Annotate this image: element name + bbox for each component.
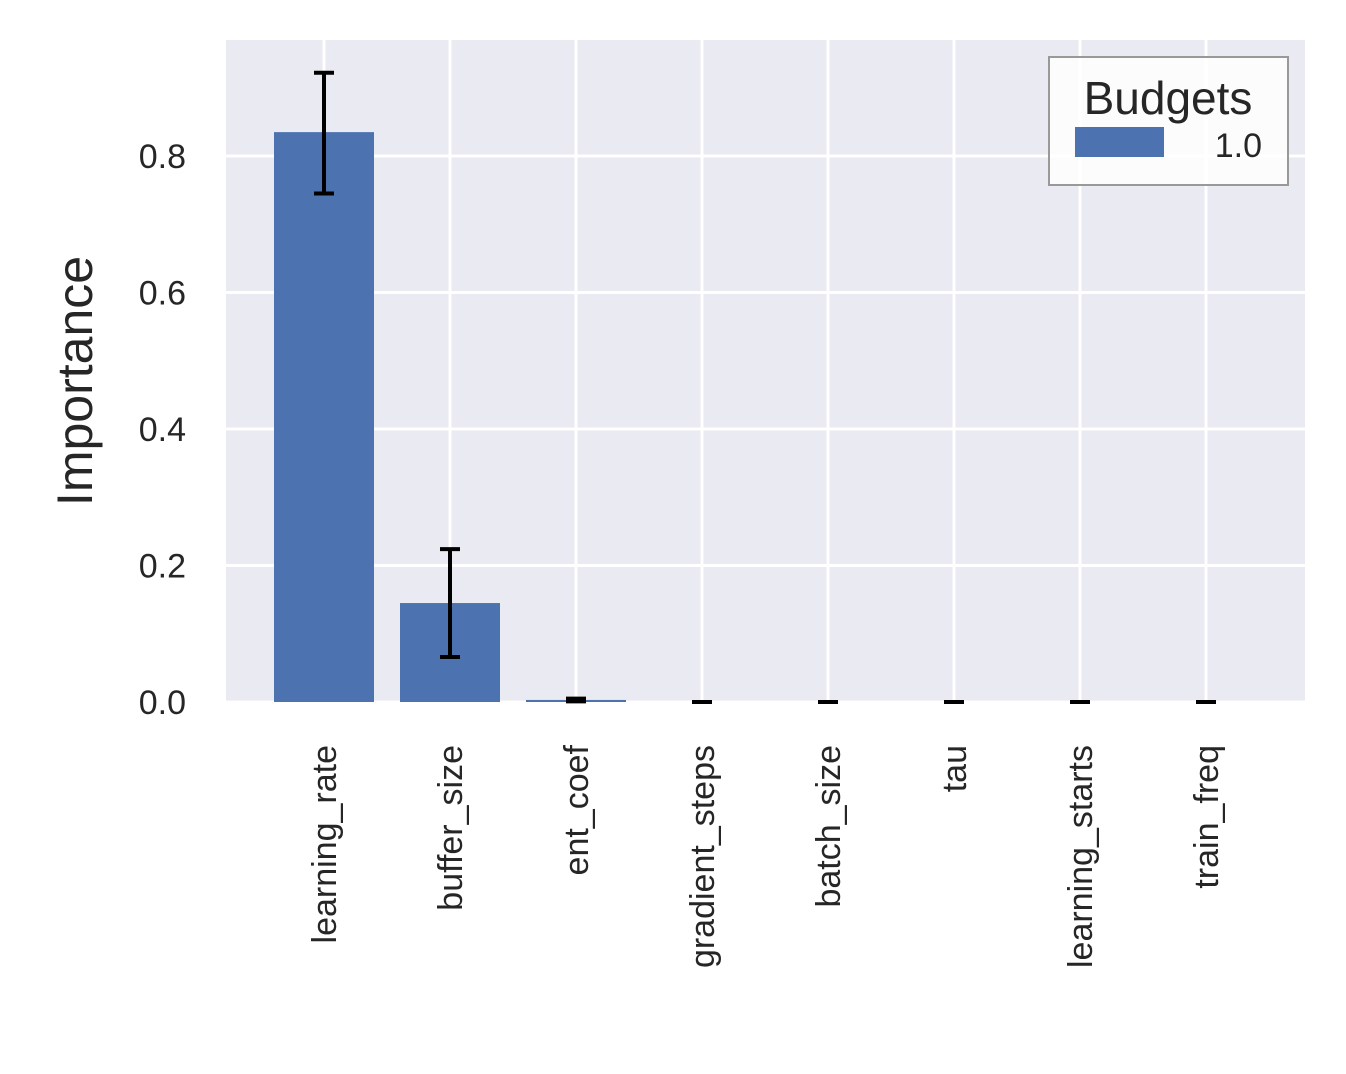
y-tick-label: 0.0 [139, 684, 186, 722]
legend-frame [1048, 56, 1289, 186]
error-bar-ent-coef [566, 696, 586, 704]
y-tick-label: 0.2 [139, 548, 186, 586]
x-tick-label: gradient_steps [684, 745, 722, 968]
y-tick-labels: 0.0 0.2 0.4 0.6 0.8 [139, 138, 186, 722]
legend-swatch [1075, 127, 1164, 157]
error-bars [314, 70, 1216, 704]
y-tick-label: 0.6 [139, 275, 186, 313]
grid-lines [226, 40, 1305, 704]
legend[interactable]: Budgets 1.0 [1048, 56, 1289, 186]
y-tick-label: 0.4 [139, 411, 186, 449]
legend-label: 1.0 [1215, 127, 1262, 165]
x-tick-label: learning_starts [1062, 745, 1100, 968]
x-tick-label: batch_size [810, 745, 848, 908]
x-tick-label: learning_rate [306, 745, 344, 943]
x-tick-label: ent_coef [558, 744, 596, 875]
x-tick-label: train_freq [1188, 745, 1226, 889]
y-axis-label: Importance [47, 256, 103, 506]
bar-learning-rate[interactable] [274, 132, 374, 702]
y-tick-label: 0.8 [139, 138, 186, 176]
x-tick-label: tau [936, 745, 974, 792]
legend-title: Budgets [1084, 72, 1253, 124]
x-tick-labels: learning_rate buffer_size ent_coef gradient… [306, 744, 1226, 968]
x-tick-label: buffer_size [432, 745, 470, 911]
error-bar-learning-rate [314, 70, 334, 196]
error-bar-buffer-size [440, 547, 460, 659]
